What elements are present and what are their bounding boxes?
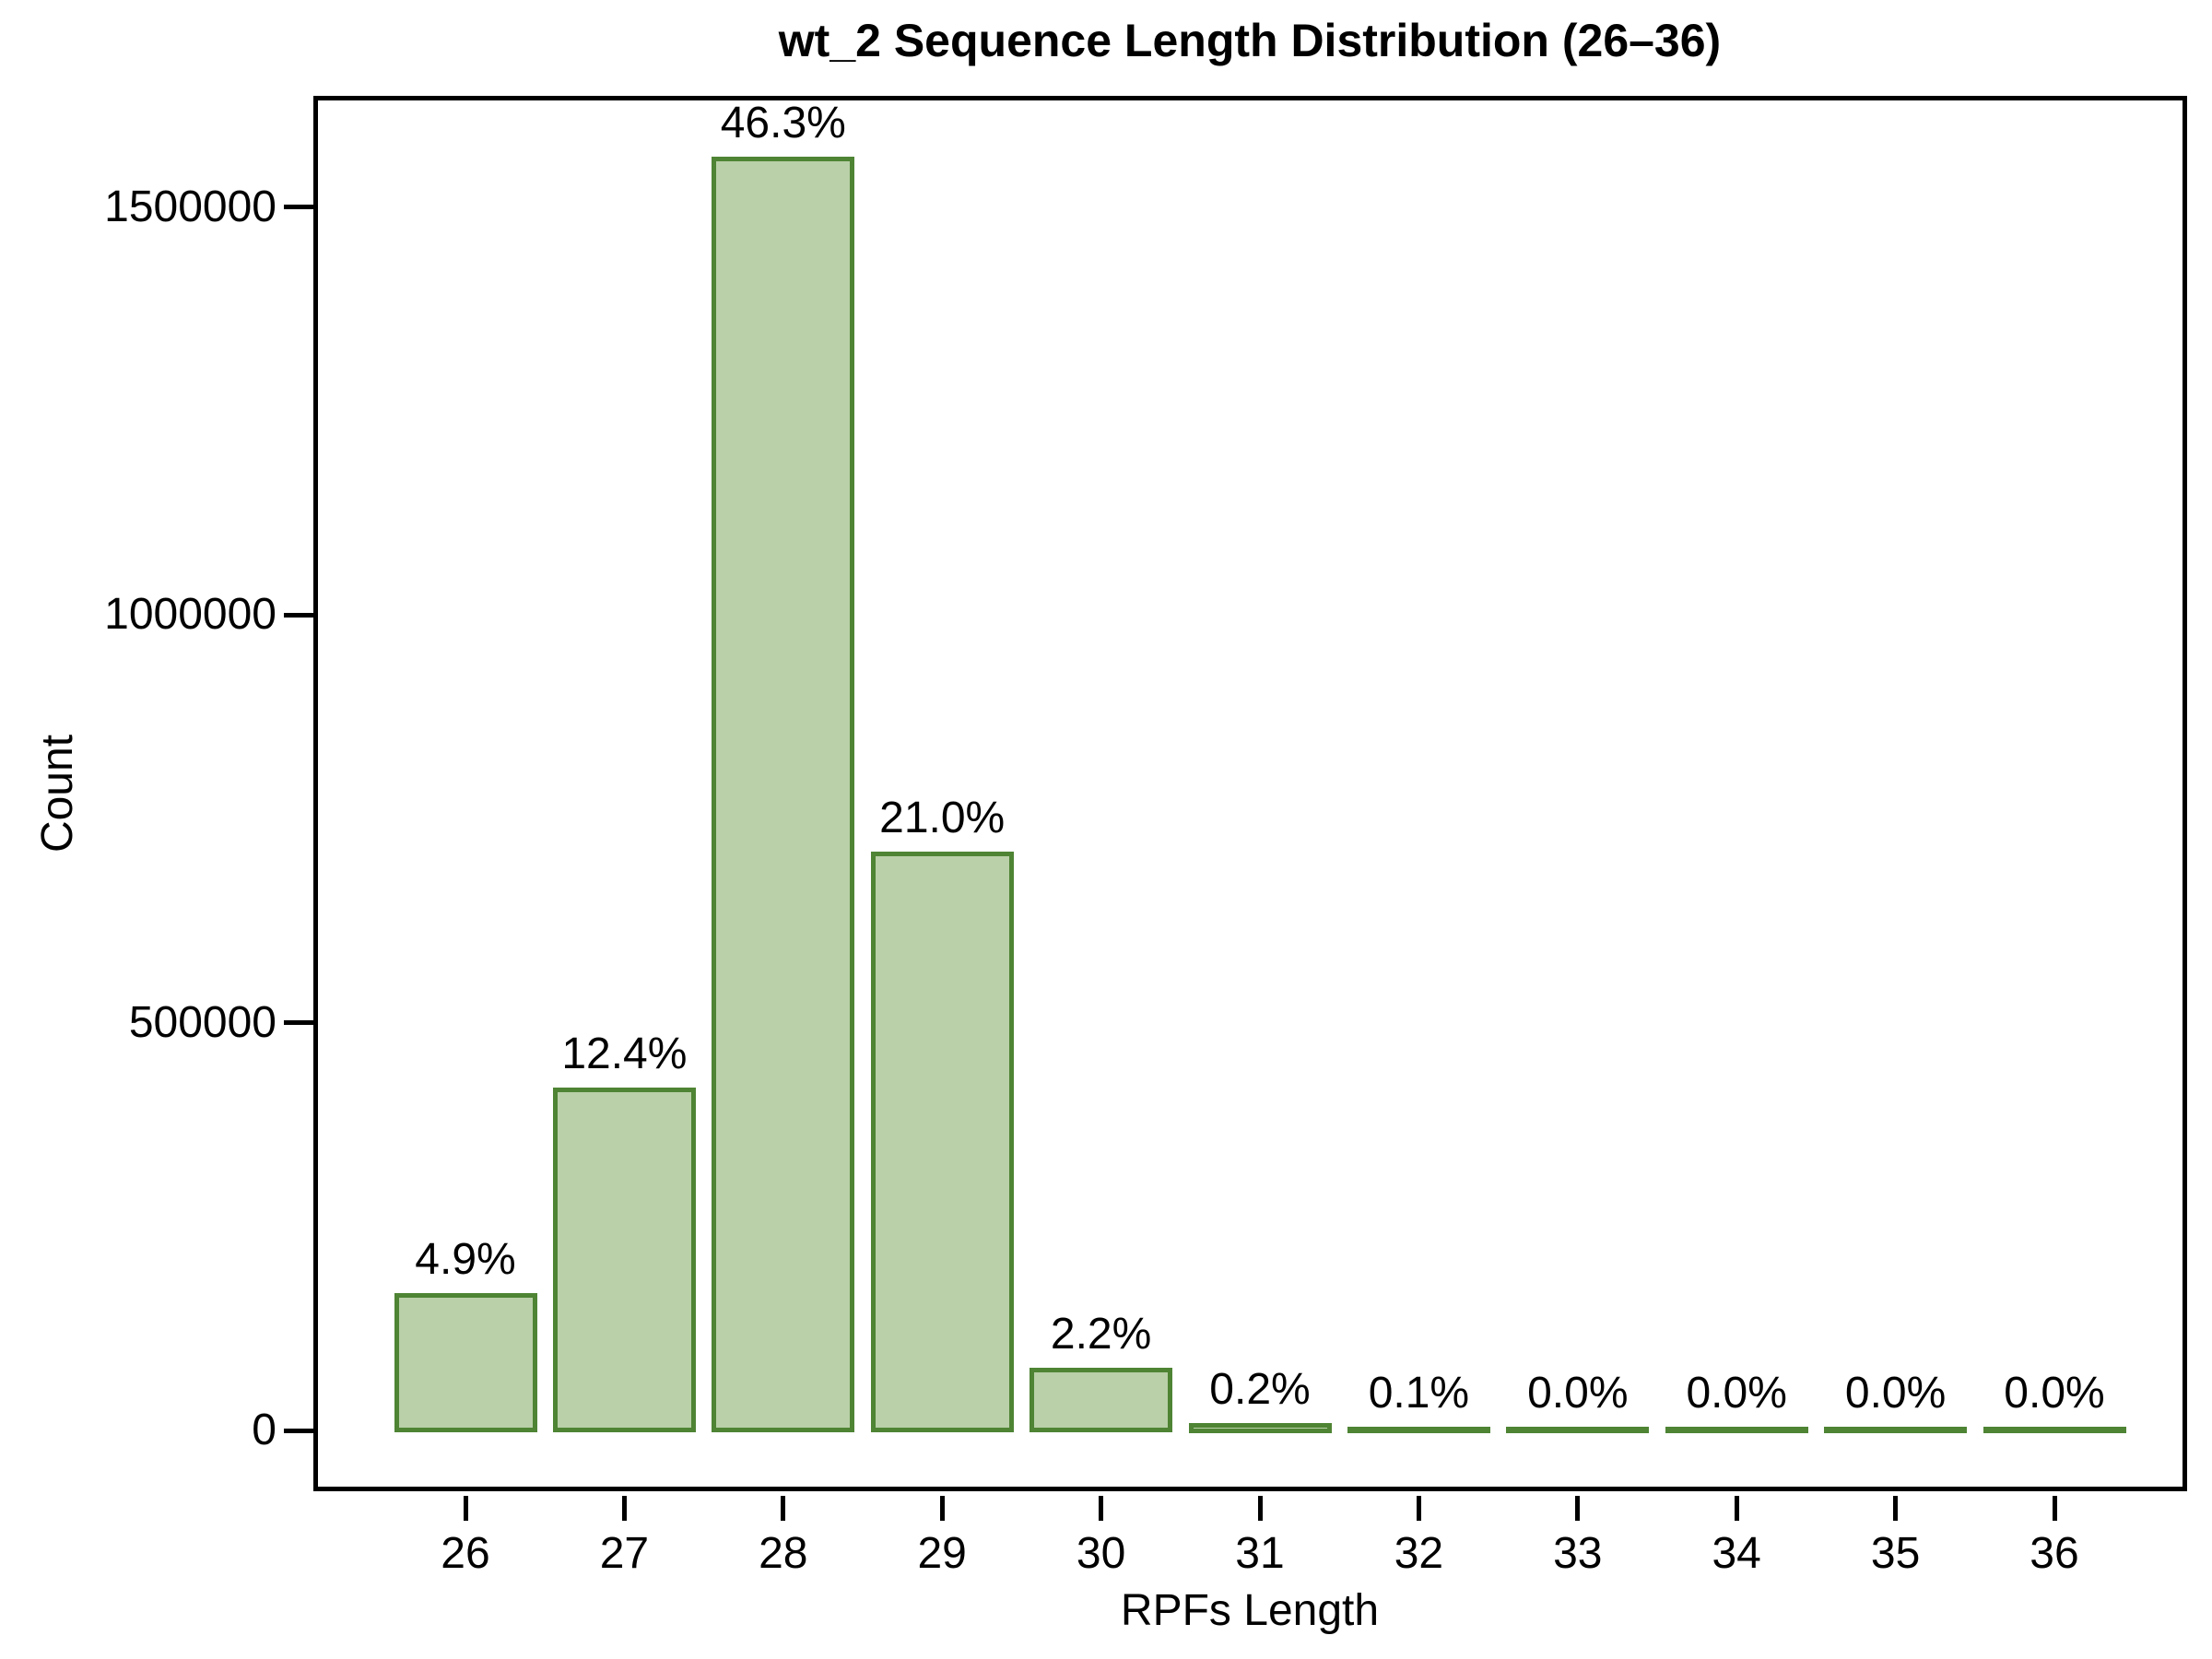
- bar-percent-label: 0.2%: [1209, 1364, 1311, 1414]
- y-tick-mark: [284, 205, 313, 209]
- y-tick-label: 1500000: [104, 182, 276, 231]
- y-axis-title: Count: [33, 734, 82, 853]
- x-tick-label: 36: [2030, 1529, 2079, 1578]
- bar: [1506, 1427, 1650, 1433]
- bar: [870, 851, 1014, 1433]
- bar: [394, 1293, 537, 1433]
- x-tick-mark: [463, 1496, 468, 1521]
- bar-percent-label: 46.3%: [720, 98, 846, 147]
- x-tick-label: 35: [1870, 1529, 1921, 1578]
- bar-percent-label: 0.1%: [1368, 1369, 1470, 1418]
- y-tick-mark: [284, 612, 313, 618]
- bar: [1030, 1368, 1173, 1433]
- x-axis-title: RPFs Length: [1120, 1586, 1380, 1635]
- chart-title: wt_2 Sequence Length Distribution (26–36…: [778, 15, 1722, 66]
- x-tick-mark: [2052, 1496, 2057, 1521]
- x-tick-label: 28: [759, 1529, 808, 1578]
- x-tick-label: 33: [1553, 1529, 1603, 1578]
- x-tick-label: 31: [1235, 1529, 1285, 1578]
- x-tick-mark: [939, 1496, 945, 1521]
- bar-percent-label: 0.0%: [1686, 1369, 1787, 1418]
- x-tick-mark: [1099, 1496, 1104, 1521]
- x-tick-mark: [1734, 1496, 1739, 1521]
- x-tick-mark: [1416, 1496, 1421, 1521]
- y-tick-mark: [284, 1428, 313, 1433]
- x-tick-mark: [1257, 1496, 1263, 1521]
- y-tick-label: 500000: [128, 997, 276, 1047]
- x-tick-label: 30: [1076, 1529, 1126, 1578]
- x-tick-mark: [621, 1496, 627, 1521]
- x-tick-label: 27: [599, 1529, 650, 1578]
- bar: [1824, 1427, 1968, 1433]
- bar: [712, 156, 855, 1433]
- bar: [1188, 1422, 1332, 1433]
- x-tick-mark: [1575, 1496, 1581, 1521]
- x-tick-label: 29: [917, 1529, 967, 1578]
- y-tick-label: 1000000: [104, 590, 276, 639]
- bar: [552, 1087, 696, 1433]
- bar: [1983, 1427, 2126, 1433]
- y-tick-label: 0: [252, 1406, 276, 1454]
- bar-percent-label: 0.0%: [2004, 1369, 2105, 1418]
- y-tick-mark: [284, 1020, 313, 1025]
- x-tick-label: 26: [441, 1529, 490, 1578]
- bar-percent-label: 12.4%: [561, 1029, 688, 1078]
- x-tick-mark: [1893, 1496, 1899, 1521]
- bar-percent-label: 21.0%: [879, 793, 1006, 842]
- x-tick-label: 32: [1394, 1529, 1444, 1578]
- bar-percent-label: 4.9%: [415, 1235, 516, 1285]
- bar-percent-label: 0.0%: [1844, 1369, 1947, 1418]
- bar: [1347, 1427, 1490, 1433]
- bar: [1665, 1427, 1808, 1433]
- bar-percent-label: 2.2%: [1050, 1310, 1152, 1359]
- bar-percent-label: 0.0%: [1527, 1369, 1629, 1418]
- x-tick-mark: [781, 1496, 786, 1521]
- x-tick-label: 34: [1712, 1529, 1761, 1578]
